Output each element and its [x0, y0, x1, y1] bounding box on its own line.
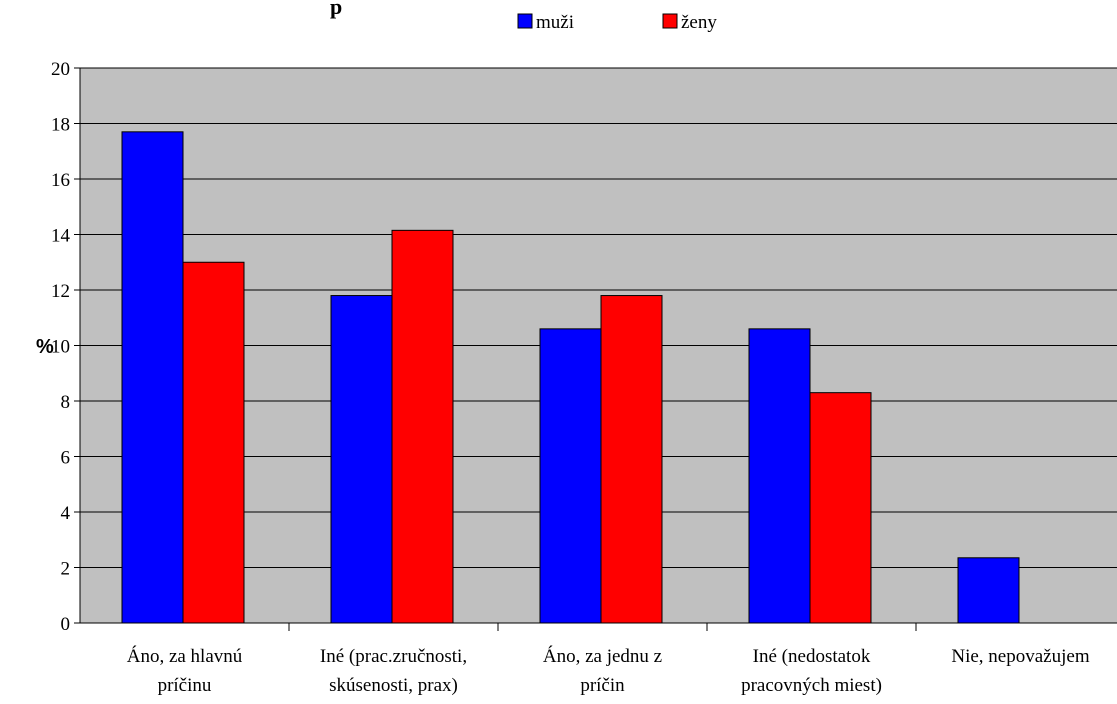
- bars: [121, 131, 1020, 624]
- bar-muzi-3: [748, 328, 811, 624]
- bar-muzi-2: [539, 328, 602, 624]
- legend-swatch-muzi: [517, 13, 533, 29]
- legend-label-zeny: ženy: [681, 12, 717, 33]
- y-tick-label-6: 6: [61, 448, 71, 469]
- y-tick-label-10: 10: [51, 337, 70, 358]
- bar-muzi-4: [957, 557, 1020, 624]
- bar-zeny-1: [391, 229, 454, 624]
- y-tick-label-16: 16: [51, 170, 70, 191]
- y-tick-label-20: 20: [51, 59, 70, 80]
- y-tick-label-4: 4: [61, 503, 71, 524]
- category-label-0: Áno, za hlavnú príčinu: [127, 645, 243, 696]
- bar-zeny-2: [600, 295, 663, 624]
- y-tick-label-2: 2: [61, 559, 71, 580]
- y-tick-label-18: 18: [51, 115, 70, 136]
- category-labels: Áno, za hlavnú príčinu Iné (prac.zručnosti…: [127, 645, 1090, 696]
- chart-title-partial: p: [330, 0, 342, 19]
- y-tick-labels: 0 2 4 6 8 10 12 14 16 18 20: [51, 59, 71, 635]
- y-tick-label-14: 14: [51, 226, 71, 247]
- legend: muži ženy: [517, 12, 717, 33]
- category-label-3: Iné (nedostatok pracovných miest): [741, 646, 882, 696]
- bar-muzi-0: [121, 131, 184, 624]
- legend-label-muzi: muži: [536, 12, 574, 33]
- y-tick-label-12: 12: [51, 281, 70, 302]
- category-label-4: Nie, nepovažujem: [951, 646, 1089, 667]
- bar-zeny-3: [809, 392, 872, 624]
- category-label-2: Áno, za jednu z príčin: [543, 645, 662, 696]
- bar-muzi-1: [330, 295, 393, 624]
- bar-zeny-0: [182, 261, 245, 624]
- legend-swatch-zeny: [662, 13, 678, 29]
- category-label-1: Iné (prac.zručnosti, skúsenosti, prax): [320, 646, 467, 696]
- y-tick-label-8: 8: [61, 392, 71, 413]
- y-tick-label-0: 0: [61, 614, 71, 635]
- y-axis-label: %: [36, 336, 54, 358]
- axes: [74, 67, 1117, 631]
